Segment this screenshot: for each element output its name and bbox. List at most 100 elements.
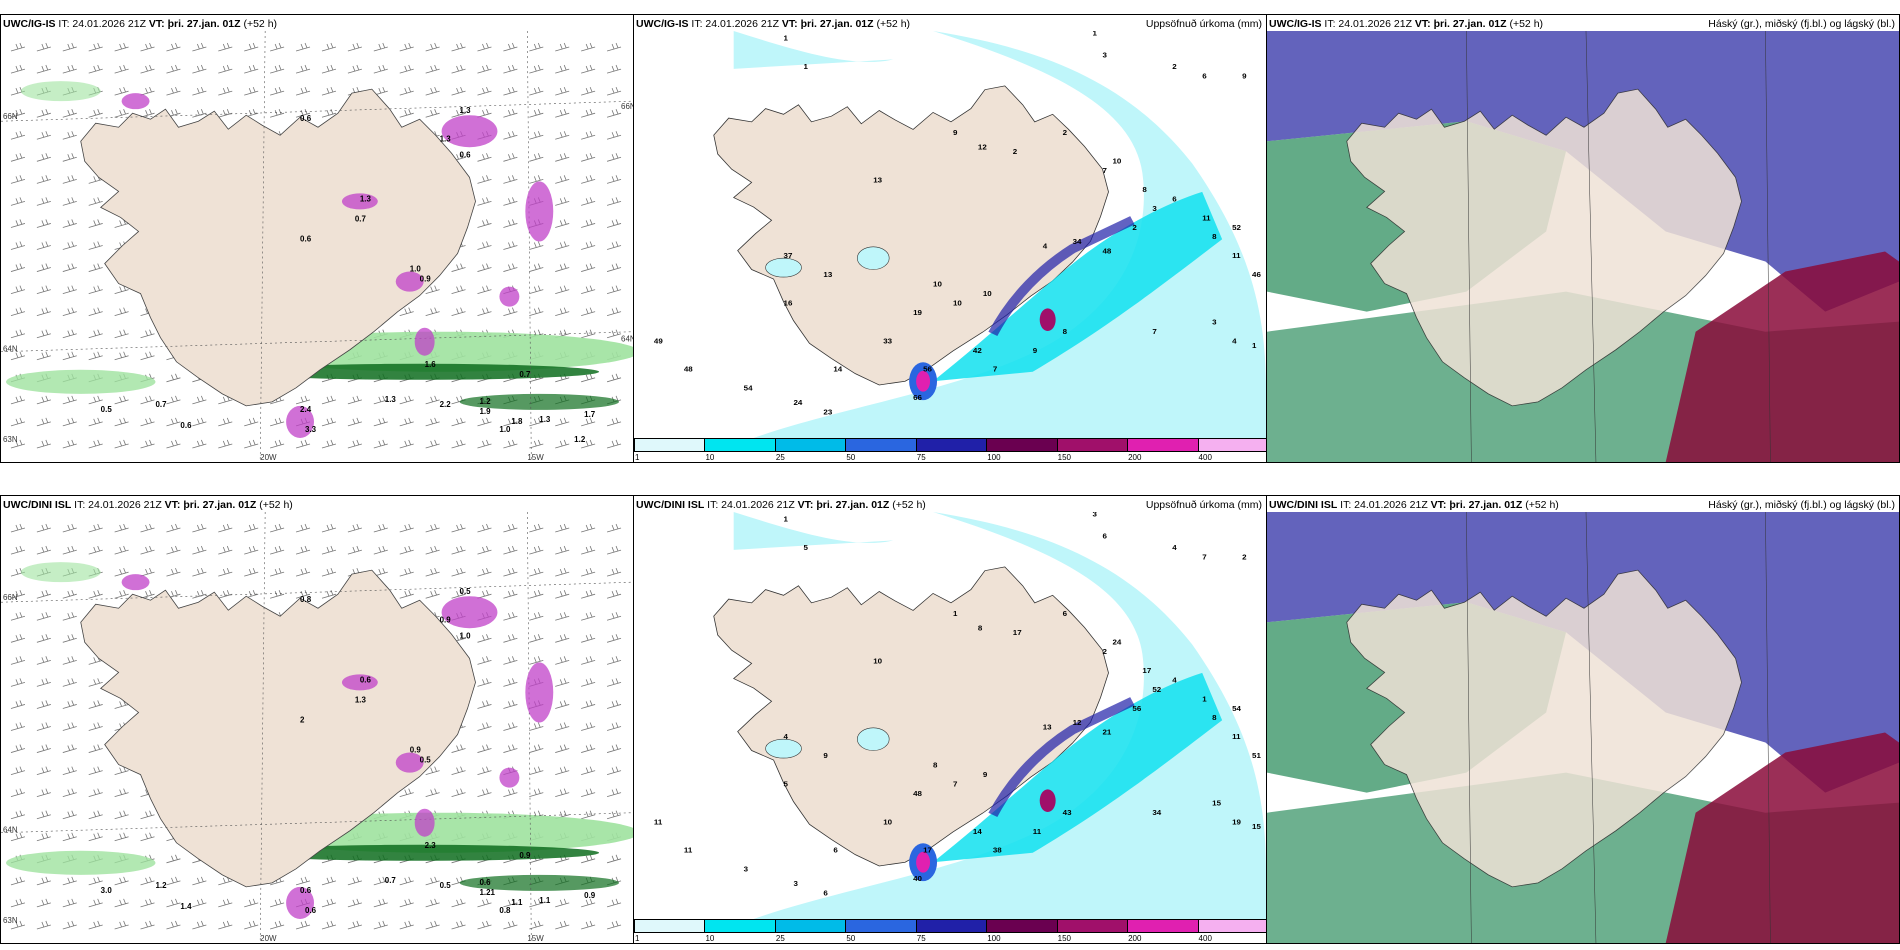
precip-value: 1.2 (479, 397, 491, 406)
precip-value: 0.9 (440, 615, 452, 624)
panel-header: UWC/IG-IS IT: 24.01.2026 21Z VT: þri. 27… (3, 17, 629, 31)
glacier-precip-area (765, 257, 802, 278)
light-precip-area (753, 512, 1266, 919)
colorbar-swatch (774, 438, 847, 452)
precip-intensity-blob (499, 767, 520, 788)
accum-precip-value: 7 (1202, 553, 1206, 562)
precip-value: 1.3 (355, 695, 367, 704)
precip-value: 1.0 (410, 265, 422, 274)
colorbar-tick-label: 10 (705, 934, 715, 943)
heavy-precip-area (988, 216, 1135, 337)
accum-precip-value: 17 (1013, 628, 1022, 637)
precip-intensity-blob (414, 327, 435, 356)
iceland-landmass (1346, 88, 1742, 407)
accum-precip-value: 11 (1033, 827, 1042, 836)
accum-precip-value: 3 (1093, 512, 1098, 519)
colorbar-swatch (915, 919, 988, 933)
light-precip-area (733, 31, 894, 69)
accum-precip-value: 54 (1232, 704, 1242, 713)
precip-value: 0.7 (156, 400, 168, 409)
accum-precip-value: 2 (1132, 223, 1137, 232)
accum-precip-value: 4 (1232, 337, 1237, 346)
accum-precip-value: 1 (784, 34, 789, 43)
precip-intensity-blob (395, 271, 424, 292)
glacier-precip-area (765, 738, 802, 759)
precip-value: 1.3 (440, 134, 452, 143)
colorbar: 1 10 25 50 75 100 150 200 400 (634, 438, 1266, 462)
field-title: Uppsöfnuð úrkoma (mm) (1145, 499, 1262, 511)
precip-value: 1.9 (479, 407, 491, 416)
precip-value: 0.6 (360, 675, 372, 684)
map-wind-precip: 0.8 0.5 0.9 1.0 0.6 1.3 2 0.5 0.9 3.0 1.2 1.4 2.3 0.6… (1, 512, 633, 943)
accum-precip-value: 48 (913, 789, 923, 798)
precip-value: 2.4 (300, 405, 312, 414)
precip-value: 2 (300, 715, 305, 724)
valid-label: VT: (148, 18, 165, 30)
accum-precip-value: 56 (923, 365, 933, 374)
accum-precip-value: 33 (883, 337, 893, 346)
precip-value: 1.0 (499, 425, 511, 434)
colorbar-swatch (845, 919, 917, 933)
latitude-label: 64N (3, 826, 18, 835)
colorbar-tick-label: 100 (987, 453, 1001, 462)
accum-precip-value: 4 (1043, 242, 1048, 251)
map-clouds (1267, 512, 1899, 943)
colorbar-tick-label: 200 (1128, 453, 1142, 462)
longitude-label: 15W (527, 934, 544, 943)
panel-header: UWC/IG-IS IT: 24.01.2026 21Z VT: þri. 27… (636, 17, 1262, 31)
valid-label: VT: (1430, 499, 1447, 511)
low-cloud-area (1665, 732, 1899, 943)
panel-dini-wind: UWC/DINI ISL IT: 24.01.2026 21Z VT: þri.… (0, 495, 634, 944)
accum-precip-value: 4 (1172, 676, 1177, 685)
latitude-line (1, 581, 633, 603)
wind-precip-band (20, 562, 101, 583)
accum-precip-value: 19 (913, 308, 923, 317)
precip-value: 1.0 (460, 631, 472, 640)
precip-value: 1.3 (360, 194, 372, 203)
precip-value: 0.7 (519, 370, 531, 379)
valid-time: þri. 27.jan. 01Z (1449, 499, 1523, 511)
precip-intensity-blob (525, 181, 554, 242)
precip-intensity-blob (395, 752, 424, 773)
graticule (1466, 31, 1771, 462)
light-precip-area (753, 31, 1266, 438)
precip-intensity-blob (525, 662, 554, 723)
colorbar-tick-label: 100 (987, 934, 1001, 943)
accum-precip-value: 11 (1232, 732, 1241, 741)
longitude-line (527, 512, 532, 943)
map-clouds (1267, 31, 1899, 462)
accum-precip-value: 1 (784, 515, 789, 524)
longitude-line (259, 31, 266, 462)
accum-precip-value: 9 (1033, 346, 1038, 355)
latitude-line (1, 331, 633, 353)
accum-precip-value: 9 (953, 128, 958, 137)
precip-value: 0.6 (180, 421, 192, 430)
precip-intensity-blob (341, 193, 378, 210)
colorbar-swatch (986, 438, 1058, 452)
accum-precip-value: 43 (1063, 808, 1073, 817)
valid-time: þri. 27.jan. 01Z (167, 18, 241, 30)
precip-value: 0.7 (385, 876, 397, 885)
accum-precip-value: 2 (1172, 62, 1177, 71)
light-precip-area (733, 512, 894, 550)
colorbar-swatch (774, 919, 847, 933)
precip-value: 0.5 (440, 881, 452, 890)
accum-precip-value: 21 (1103, 728, 1113, 737)
precip-value: 1.3 (385, 395, 397, 404)
precip-value: 0.6 (305, 906, 317, 915)
valid-label: VT: (781, 18, 798, 30)
accum-precip-value: 66 (913, 393, 923, 402)
precip-value: 1.21 (479, 888, 495, 897)
accum-precip-value: 8 (1142, 185, 1147, 194)
model-name: UWC/IG-IS (636, 18, 689, 30)
accum-precip-value: 46 (1252, 270, 1262, 279)
iceland-landmass (80, 569, 476, 888)
accum-precip-value: 2 (1013, 147, 1018, 156)
glacier-precip-area (856, 246, 890, 270)
issue-time: IT: 24.01.2026 21Z (707, 499, 795, 511)
heavy-precip-band (240, 844, 600, 861)
precip-value: 0.6 (460, 150, 472, 159)
colorbar-swatch (845, 438, 917, 452)
accum-precip-value: 8 (1212, 713, 1217, 722)
accum-precip-value: 24 (1112, 638, 1122, 647)
